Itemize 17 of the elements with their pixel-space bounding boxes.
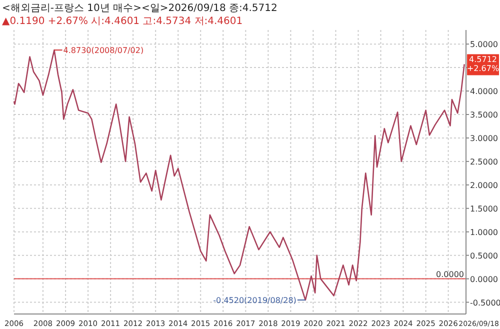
y-tick-label: 2.5000 [470, 157, 498, 166]
y-tick-label: 0.5000 [470, 251, 498, 260]
y-tick-label: -0.5000 [470, 298, 500, 308]
annotation: 4.8730(2008/07/02) [63, 46, 144, 56]
chart-subtitle: ▲0.1190 +2.67% 시:4.4601 고:4.5734 저:4.4601 [2, 16, 243, 27]
annotation: -0.4520(2019/08/28) [213, 296, 296, 306]
annotation: 4.5712 +2.67% [466, 55, 500, 74]
chart-title: <해외금리-프랑스 10년 매수><일>2026/09/18 종:4.5712 [2, 3, 278, 14]
y-tick-label: 3.0000 [470, 134, 498, 143]
y-tick-label: 1.5000 [470, 204, 498, 214]
y-tick-label: 3.5000 [470, 110, 498, 120]
y-tick-label: 2.0000 [470, 180, 498, 190]
y-tick-label: 4.0000 [470, 87, 498, 96]
y-tick-label: 0.0000 [470, 274, 498, 284]
y-tick-label: 5.0000 [470, 40, 498, 50]
y-tick-label: 1.0000 [470, 228, 498, 237]
ref-line-label: 0.0000 [436, 270, 464, 279]
